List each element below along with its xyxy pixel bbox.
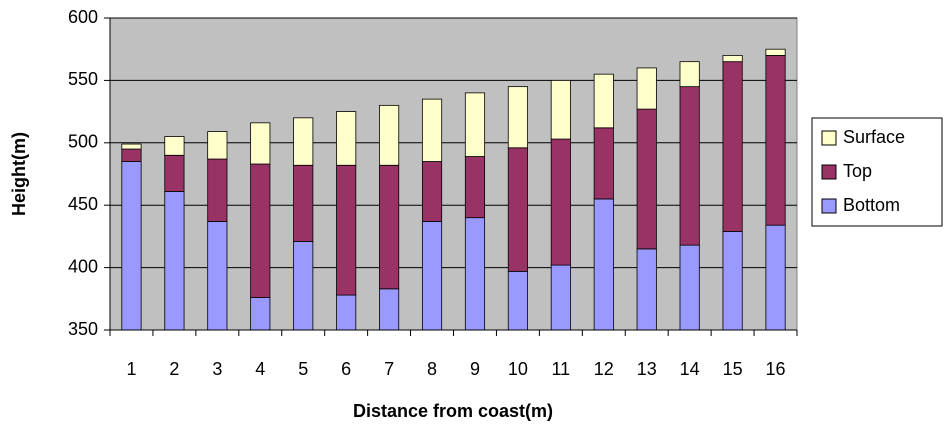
x-tick-label: 6 (341, 359, 351, 379)
legend-label: Top (843, 161, 872, 181)
bar-segment (293, 117, 314, 166)
y-axis-title: Height(m) (9, 132, 29, 216)
x-tick-label: 16 (766, 359, 786, 379)
y-tick-label: 500 (68, 132, 98, 152)
bar-segment (679, 61, 700, 88)
bar-segment (464, 217, 486, 331)
bar-segment (121, 161, 142, 331)
y-tick-label: 400 (68, 256, 98, 276)
bar-segment (550, 138, 571, 266)
bar-segment (250, 122, 271, 165)
x-tick-label: 14 (680, 359, 700, 379)
bar-segment (121, 148, 142, 162)
bar-segment (722, 55, 743, 63)
bar-segment (550, 80, 571, 140)
bar-segment (507, 147, 528, 272)
legend-label: Surface (843, 127, 905, 147)
bar-segment (164, 154, 185, 192)
bar-segment (507, 270, 528, 331)
bar-segment (765, 48, 786, 56)
x-tick-label: 5 (298, 359, 308, 379)
bar-segment (765, 55, 786, 226)
bar-segment (765, 224, 786, 331)
x-tick-label: 13 (637, 359, 657, 379)
bar-segment (379, 288, 400, 331)
bar-segment (421, 98, 443, 162)
bar-segment (421, 161, 443, 222)
bar-segment (207, 158, 228, 222)
bar-segment (636, 67, 657, 110)
legend-swatch (821, 198, 837, 214)
x-tick-label: 8 (427, 359, 437, 379)
legend-label: Bottom (843, 195, 900, 215)
bar-segment (336, 164, 357, 296)
x-tick-label: 3 (212, 359, 222, 379)
bar-segment (421, 221, 443, 331)
bar-segment (121, 143, 142, 150)
bar-segment (507, 86, 528, 149)
bar-segment (250, 163, 271, 298)
bar-segment (164, 136, 185, 156)
x-tick-label: 4 (255, 359, 265, 379)
x-tick-label: 2 (169, 359, 179, 379)
bar-segment (593, 198, 614, 331)
bar-segment (164, 191, 185, 331)
bar-segment (336, 111, 357, 166)
x-tick-label: 7 (384, 359, 394, 379)
bar-segment (593, 73, 614, 129)
bar-segment (464, 156, 486, 219)
bar-segment (336, 294, 357, 331)
y-tick-label: 550 (68, 69, 98, 89)
bar-segment (293, 240, 314, 331)
y-tick-label: 450 (68, 194, 98, 214)
bar-segment (293, 164, 314, 242)
bar-segment (636, 248, 657, 331)
x-tick-label: 11 (552, 359, 571, 379)
legend-swatch (821, 130, 837, 146)
bar-segment (207, 131, 228, 160)
x-tick-label: 9 (470, 359, 480, 379)
bar-segment (593, 127, 614, 200)
legend-swatch (821, 164, 837, 180)
bar-segment (550, 264, 571, 331)
y-tick-label: 350 (68, 319, 98, 339)
x-tick-label: 1 (126, 359, 136, 379)
x-tick-label: 12 (594, 359, 614, 379)
y-tick-label: 600 (68, 7, 98, 27)
x-tick-label: 15 (723, 359, 743, 379)
x-tick-label: 10 (508, 359, 528, 379)
bar-segment (250, 297, 271, 331)
bar-segment (679, 244, 700, 331)
bar-segment (722, 231, 743, 331)
bar-segment (722, 61, 743, 232)
x-axis-title: Distance from coast(m) (353, 401, 553, 421)
bar-segment (379, 104, 400, 166)
bar-segment (207, 221, 228, 331)
bar-segment (464, 92, 486, 157)
bar-segment (636, 108, 657, 250)
bar-segment (679, 86, 700, 246)
bar-segment (379, 164, 400, 290)
